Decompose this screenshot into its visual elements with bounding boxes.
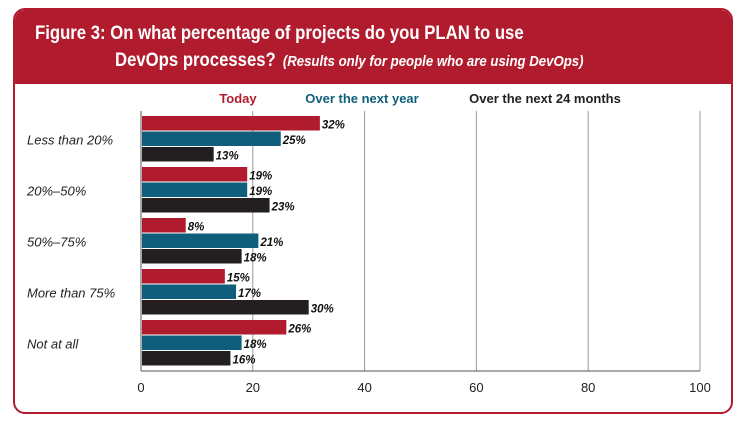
data-label: 18% bbox=[244, 339, 267, 351]
data-label: 25% bbox=[282, 135, 306, 147]
x-tick-label: 0 bbox=[137, 380, 144, 395]
figure-title-line-2: DevOps processes? (Results only for peopl… bbox=[115, 50, 584, 72]
category-label: Less than 20% bbox=[27, 132, 113, 147]
category-label: 20%–50% bbox=[26, 183, 86, 198]
x-tick-label: 20 bbox=[246, 380, 260, 395]
bar bbox=[142, 116, 320, 131]
bar bbox=[142, 284, 237, 299]
x-tick-label: 40 bbox=[357, 380, 371, 395]
data-label: 18% bbox=[244, 253, 267, 265]
category-label: Not at all bbox=[27, 336, 79, 351]
figure-subtitle: (Results only for people who are using D… bbox=[282, 53, 584, 70]
data-label: 30% bbox=[311, 304, 334, 316]
x-tick-label: 80 bbox=[581, 380, 595, 395]
legend-entry: Over the next 24 months bbox=[469, 91, 621, 106]
data-label: 17% bbox=[238, 288, 261, 300]
bar bbox=[142, 218, 186, 233]
bar bbox=[142, 131, 281, 146]
bar bbox=[142, 167, 248, 182]
data-label: 32% bbox=[322, 120, 345, 132]
category-label: More than 75% bbox=[27, 285, 115, 300]
figure-title-line-1: Figure 3: On what percentage of projects… bbox=[35, 23, 524, 44]
bar bbox=[142, 147, 214, 162]
figure-title-question: DevOps processes? bbox=[115, 50, 276, 71]
bar bbox=[142, 320, 287, 335]
bar bbox=[142, 249, 242, 264]
data-label: 19% bbox=[249, 186, 272, 198]
figure-frame: Figure 3: On what percentage of projects… bbox=[13, 8, 733, 414]
data-label: 26% bbox=[287, 324, 311, 336]
bar bbox=[142, 335, 242, 350]
legend-entry: Today bbox=[219, 91, 257, 106]
category-label: 50%–75% bbox=[27, 234, 86, 249]
data-label: 16% bbox=[232, 355, 255, 367]
data-label: 15% bbox=[227, 273, 250, 285]
data-label: 19% bbox=[249, 171, 272, 183]
bar bbox=[142, 300, 309, 315]
x-tick-label: 100 bbox=[689, 380, 711, 395]
bar bbox=[142, 351, 231, 366]
data-label: 23% bbox=[271, 202, 295, 214]
figure-header: Figure 3: On what percentage of projects… bbox=[15, 10, 731, 84]
data-label: 8% bbox=[188, 222, 205, 234]
legend-entry: Over the next year bbox=[305, 91, 418, 106]
bar bbox=[142, 269, 225, 284]
data-label: 13% bbox=[216, 151, 239, 163]
data-label: 21% bbox=[259, 237, 283, 249]
x-tick-label: 60 bbox=[469, 380, 483, 395]
bar bbox=[142, 233, 259, 248]
bar bbox=[142, 198, 270, 213]
bar bbox=[142, 182, 248, 197]
